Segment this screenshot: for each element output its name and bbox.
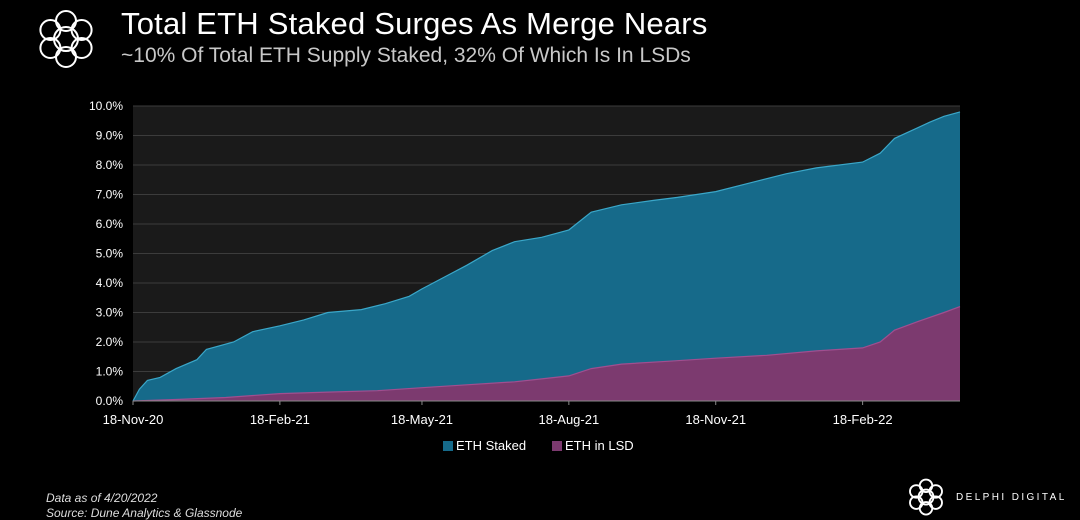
line-eth-in-lsd xyxy=(132,306,961,402)
y-tick-label-2: 2.0% xyxy=(96,335,124,349)
legend-label-eth-staked: ETH Staked xyxy=(456,438,527,453)
area-eth-in-lsd xyxy=(133,306,960,401)
legend-swatch-eth-staked xyxy=(443,440,453,451)
legend-item-eth-in-lsd: ETH in LSD xyxy=(552,438,634,453)
y-tick-label-5: 5.0% xyxy=(96,247,124,261)
y-tick-label-8: 8.0% xyxy=(96,158,124,172)
line-eth-staked xyxy=(132,111,961,402)
area-chart: 0.0% 1.0% 2.0% 3.0% 4.0% 5.0% 6.0% 7.0% 8.0% 9.0%… xyxy=(89,99,961,427)
brand-mark: DELPHI DIGITAL xyxy=(906,477,1067,517)
x-tick-label-5: 18-Feb-22 xyxy=(833,412,893,427)
x-tick-label-4: 18-Nov-21 xyxy=(685,412,746,427)
data-date-note: Data as of 4/20/2022 xyxy=(46,491,158,505)
y-tick-label-3: 3.0% xyxy=(96,306,124,320)
y-tick-label-6: 6.0% xyxy=(96,217,124,231)
x-tick-label-2: 18-May-21 xyxy=(391,412,453,427)
y-tick-label-9: 9.0% xyxy=(96,129,124,143)
x-tick-label-1: 18-Feb-21 xyxy=(250,412,310,427)
x-tick-label-3: 18-Aug-21 xyxy=(538,412,599,427)
brand-name: DELPHI DIGITAL xyxy=(956,491,1067,503)
delphi-brand-icon xyxy=(909,478,943,516)
legend-label-eth-in-lsd: ETH in LSD xyxy=(565,438,634,453)
y-tick-label-4: 4.0% xyxy=(96,276,124,290)
y-tick-label-1: 1.0% xyxy=(96,365,124,379)
y-tick-label-10: 10.0% xyxy=(89,99,123,113)
chart-subtitle: ~10% Of Total ETH Supply Staked, 32% Of … xyxy=(121,44,691,67)
y-tick-label-0: 0.0% xyxy=(96,394,124,408)
area-eth-staked xyxy=(133,111,960,402)
x-tick-label-0: 18-Nov-20 xyxy=(103,412,164,427)
legend-swatch-eth-in-lsd xyxy=(552,440,562,451)
y-tick-label-7: 7.0% xyxy=(96,188,124,202)
source-note: Source: Dune Analytics & Glassnode xyxy=(46,506,243,520)
delphi-logo-icon xyxy=(39,10,93,68)
chart-legend: ETH Staked ETH in LSD xyxy=(0,438,1080,458)
legend-item-eth-staked: ETH Staked xyxy=(443,438,526,453)
chart-title: Total ETH Staked Surges As Merge Nears xyxy=(121,6,708,41)
